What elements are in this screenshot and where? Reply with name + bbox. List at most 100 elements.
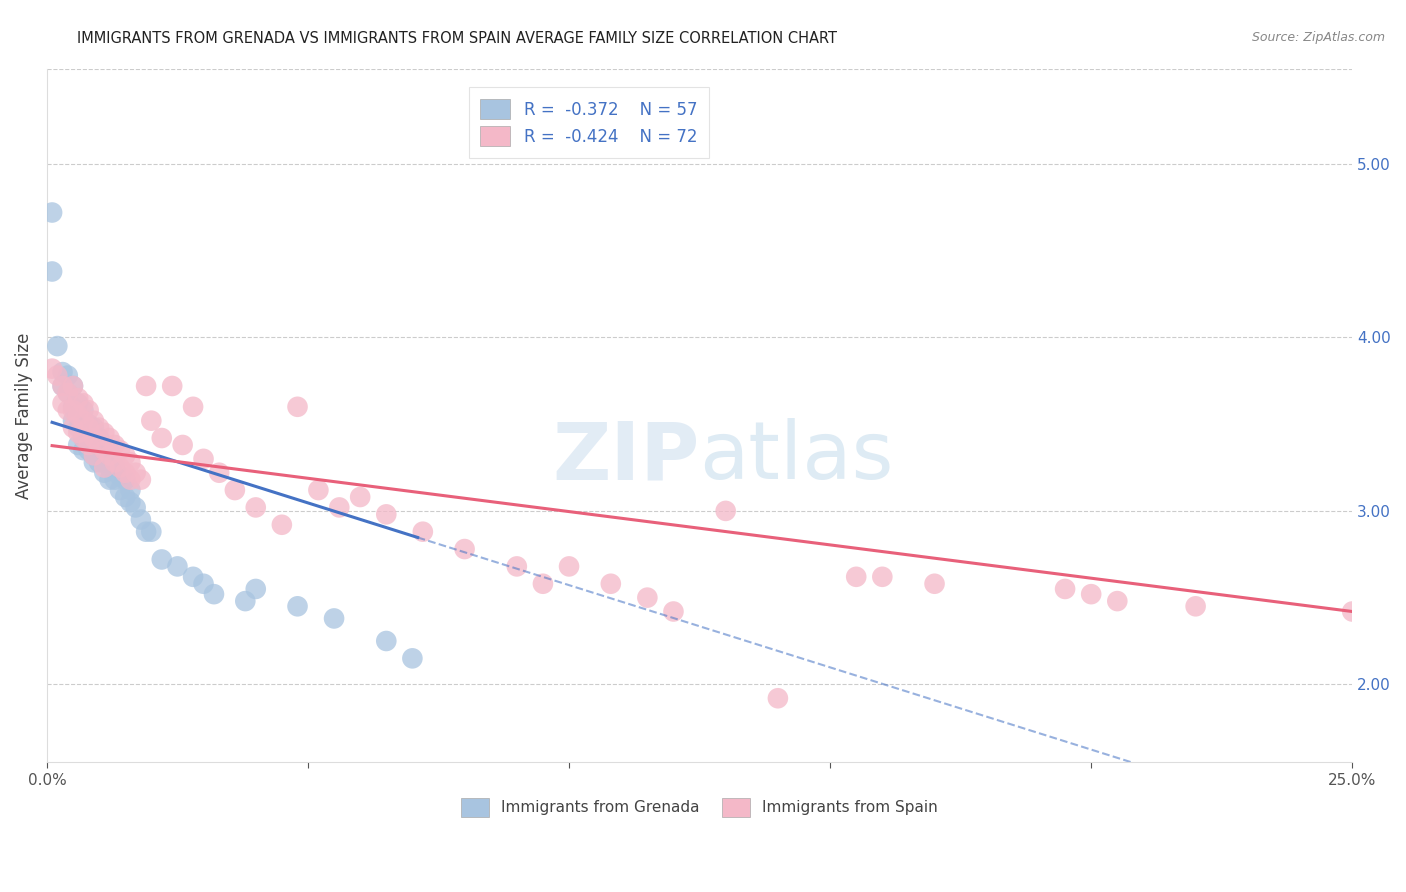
Point bbox=[108, 460, 131, 475]
Point bbox=[83, 449, 105, 463]
Point bbox=[120, 495, 142, 509]
Point bbox=[62, 400, 84, 414]
Point bbox=[93, 466, 115, 480]
Point bbox=[135, 524, 157, 539]
Point bbox=[287, 599, 309, 614]
Point bbox=[41, 205, 63, 219]
Point bbox=[845, 570, 868, 584]
Point bbox=[83, 420, 105, 434]
Point bbox=[67, 391, 90, 405]
Point bbox=[1184, 599, 1206, 614]
Point bbox=[108, 483, 131, 497]
Point bbox=[245, 582, 267, 596]
Point bbox=[766, 691, 789, 706]
Point bbox=[67, 409, 90, 423]
Point bbox=[93, 460, 115, 475]
Point bbox=[104, 473, 127, 487]
Point bbox=[328, 500, 350, 515]
Point bbox=[114, 449, 136, 463]
Point bbox=[77, 443, 100, 458]
Point bbox=[83, 449, 105, 463]
Point bbox=[56, 403, 79, 417]
Text: Source: ZipAtlas.com: Source: ZipAtlas.com bbox=[1251, 31, 1385, 45]
Point bbox=[72, 403, 94, 417]
Point bbox=[98, 473, 121, 487]
Point bbox=[72, 396, 94, 410]
Point bbox=[77, 403, 100, 417]
Point bbox=[714, 504, 737, 518]
Point bbox=[104, 460, 127, 475]
Point bbox=[98, 431, 121, 445]
Point bbox=[67, 396, 90, 410]
Point bbox=[150, 552, 173, 566]
Point bbox=[77, 417, 100, 432]
Point bbox=[67, 438, 90, 452]
Point bbox=[114, 473, 136, 487]
Point bbox=[83, 434, 105, 449]
Point bbox=[41, 361, 63, 376]
Point bbox=[120, 455, 142, 469]
Point bbox=[181, 400, 204, 414]
Point bbox=[662, 605, 685, 619]
Point bbox=[506, 559, 529, 574]
Text: IMMIGRANTS FROM GRENADA VS IMMIGRANTS FROM SPAIN AVERAGE FAMILY SIZE CORRELATION: IMMIGRANTS FROM GRENADA VS IMMIGRANTS FR… bbox=[77, 31, 838, 46]
Point bbox=[51, 396, 73, 410]
Point bbox=[104, 438, 127, 452]
Point bbox=[83, 431, 105, 445]
Point bbox=[51, 379, 73, 393]
Point bbox=[87, 438, 110, 452]
Point bbox=[62, 379, 84, 393]
Text: atlas: atlas bbox=[700, 418, 894, 496]
Point bbox=[56, 368, 79, 383]
Point bbox=[224, 483, 246, 497]
Point bbox=[72, 414, 94, 428]
Legend: Immigrants from Grenada, Immigrants from Spain: Immigrants from Grenada, Immigrants from… bbox=[454, 790, 945, 824]
Point bbox=[87, 431, 110, 445]
Point bbox=[46, 339, 69, 353]
Point bbox=[98, 449, 121, 463]
Point bbox=[93, 443, 115, 458]
Point bbox=[1341, 605, 1364, 619]
Point bbox=[51, 365, 73, 379]
Point bbox=[924, 576, 946, 591]
Point bbox=[323, 611, 346, 625]
Point bbox=[41, 264, 63, 278]
Point bbox=[77, 438, 100, 452]
Point bbox=[62, 420, 84, 434]
Point bbox=[872, 570, 894, 584]
Point bbox=[129, 473, 152, 487]
Point bbox=[93, 443, 115, 458]
Point bbox=[114, 466, 136, 480]
Point bbox=[104, 455, 127, 469]
Point bbox=[135, 379, 157, 393]
Point bbox=[93, 425, 115, 440]
Point bbox=[141, 414, 163, 428]
Point bbox=[83, 455, 105, 469]
Point bbox=[77, 425, 100, 440]
Point bbox=[181, 570, 204, 584]
Point bbox=[166, 559, 188, 574]
Point bbox=[46, 368, 69, 383]
Point bbox=[208, 466, 231, 480]
Point bbox=[412, 524, 434, 539]
Point bbox=[1107, 594, 1129, 608]
Point bbox=[453, 542, 475, 557]
Point bbox=[120, 473, 142, 487]
Point bbox=[72, 417, 94, 432]
Point bbox=[72, 443, 94, 458]
Point bbox=[108, 469, 131, 483]
Point bbox=[56, 385, 79, 400]
Point bbox=[67, 425, 90, 440]
Point bbox=[558, 559, 581, 574]
Point bbox=[67, 420, 90, 434]
Point bbox=[233, 594, 256, 608]
Point bbox=[245, 500, 267, 515]
Point bbox=[636, 591, 658, 605]
Point bbox=[72, 431, 94, 445]
Point bbox=[98, 460, 121, 475]
Point bbox=[98, 443, 121, 458]
Point bbox=[72, 431, 94, 445]
Point bbox=[87, 420, 110, 434]
Point bbox=[307, 483, 329, 497]
Point bbox=[401, 651, 423, 665]
